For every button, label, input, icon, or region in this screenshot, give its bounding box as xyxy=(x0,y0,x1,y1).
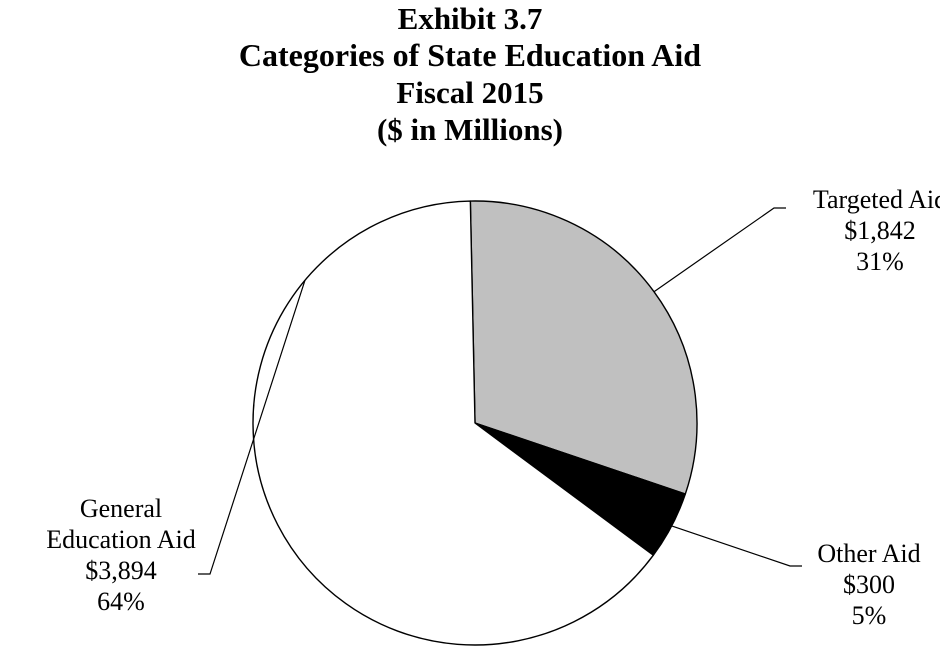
slice-label-other-aid: Other Aid $300 5% xyxy=(817,539,920,630)
slice-value-label-general-education-aid: $3,894 xyxy=(85,556,157,585)
slice-label-targeted-aid: Targeted Aid $1,842 31% xyxy=(813,185,940,276)
chart-title: Categories of State Education Aid xyxy=(238,37,702,73)
slice-percent-label-other-aid: 5% xyxy=(852,601,887,630)
leader-lines xyxy=(198,207,802,575)
pie-slices xyxy=(252,200,698,646)
leader-line-general-education-aid xyxy=(198,280,306,575)
chart-subtitle-units: ($ in Millions) xyxy=(376,112,563,147)
pie-slice-targeted-aid xyxy=(469,200,698,495)
slice-labels: Targeted Aid $1,842 31% Other Aid $300 5% Gene… xyxy=(46,185,940,630)
leader-line-other-aid xyxy=(671,525,802,567)
slice-percent-label-general-education-aid: 64% xyxy=(97,587,145,616)
slice-name-label-other-aid: Other Aid xyxy=(817,539,920,568)
leader-line-targeted-aid xyxy=(653,207,786,293)
slice-value-label-other-aid: $300 xyxy=(843,570,895,599)
slice-label-general-education-aid: General Education Aid $3,894 64% xyxy=(46,494,195,616)
pie-slice-general-education-aid xyxy=(252,200,655,646)
chart-subtitle-fiscal-year: Fiscal 2015 xyxy=(396,75,544,110)
slice-name-label-targeted-aid: Targeted Aid xyxy=(813,185,940,214)
chart-title-exhibit: Exhibit 3.7 xyxy=(397,1,543,36)
slice-percent-label-targeted-aid: 31% xyxy=(856,247,904,276)
slice-name-label-general-education-aid: General xyxy=(80,494,162,523)
slice-value-label-targeted-aid: $1,842 xyxy=(844,216,916,245)
chart-title-block: Exhibit 3.7 Categories of State Educatio… xyxy=(0,0,940,148)
slice-name-label-general-education-aid: Education Aid xyxy=(46,525,195,554)
